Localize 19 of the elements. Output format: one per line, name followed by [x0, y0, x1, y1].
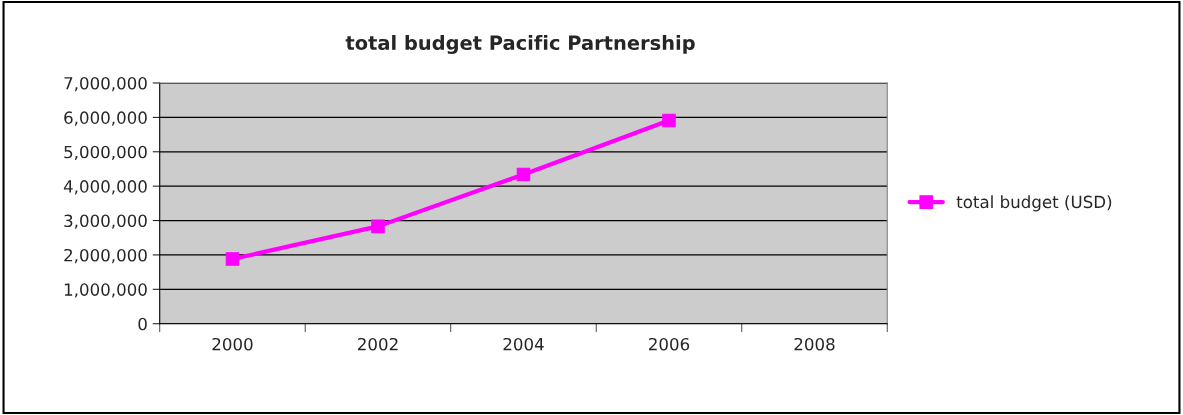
y-tick-label: 3,000,000 [64, 214, 147, 229]
point [371, 219, 385, 234]
x-tick-label: 2006 [649, 337, 690, 351]
point [662, 113, 676, 128]
y-tick-label: 1,000,000 [64, 283, 147, 298]
point [516, 167, 531, 182]
point [225, 252, 240, 266]
y-tick-label: 2,000,000 [64, 248, 147, 264]
y-tick-label: 0 [138, 317, 147, 331]
chart-title: total budget Pacific Partnership [345, 35, 695, 54]
y-tick-label: 4,000,000 [63, 180, 147, 195]
y-tick-label: 6,000,000 [64, 111, 147, 126]
y-tick-label: 7,000,000 [64, 76, 147, 92]
legend-label: total budget (USD) [956, 195, 1112, 212]
y-tick-label: 5,000,000 [64, 145, 147, 161]
x-tick-label: 2008 [794, 337, 835, 351]
x-tick-label: 2002 [357, 337, 398, 351]
x-tick-label: 2000 [212, 337, 253, 351]
x-tick-label: 2004 [503, 337, 544, 351]
